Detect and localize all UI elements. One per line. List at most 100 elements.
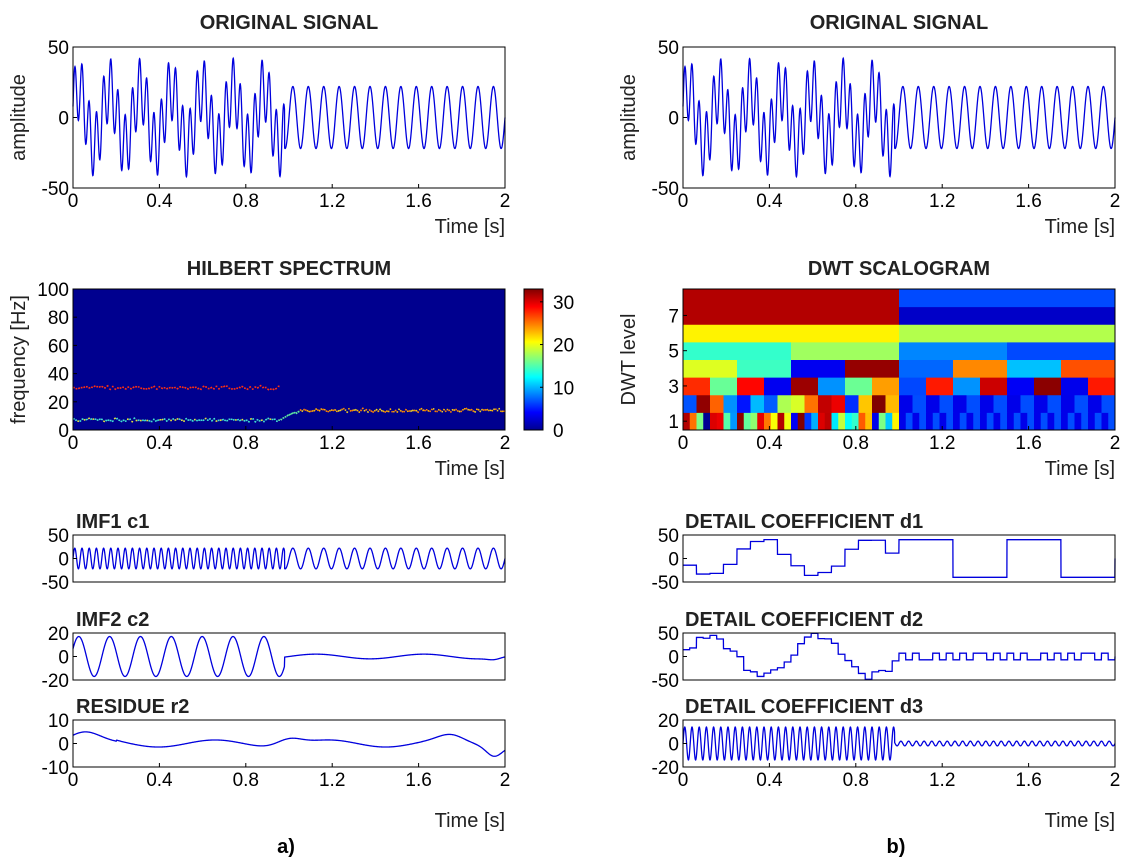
ridge-mark <box>332 409 335 412</box>
ridge-mark <box>339 409 342 412</box>
panel-label-a: a) <box>277 836 295 858</box>
x-tick-label: 0 <box>68 770 79 791</box>
scalogram-cell <box>845 412 853 431</box>
ridge-mark <box>212 387 216 390</box>
x-tick-label: 0.4 <box>756 770 783 791</box>
ridge-mark <box>83 418 86 421</box>
scalogram-cell <box>791 412 799 431</box>
y-tick-label: 0 <box>668 109 679 130</box>
ridge-mark <box>254 385 257 389</box>
x-tick-label: 1.2 <box>319 770 345 791</box>
scalogram-cell <box>818 377 846 396</box>
ridge-mark <box>486 408 489 411</box>
ridge-mark <box>191 419 194 423</box>
y-tick-label: -20 <box>652 758 679 779</box>
series-line <box>72 56 506 179</box>
colorbar-tick-label: 30 <box>553 293 574 314</box>
ridge-mark <box>380 409 383 412</box>
ridge-mark <box>156 419 160 422</box>
ridge-mark <box>93 385 96 388</box>
ridge-mark <box>160 387 164 390</box>
ridge-mark <box>396 410 399 414</box>
ridge-mark <box>404 408 408 411</box>
y-tick-label: 0 <box>58 109 69 130</box>
scalogram-cell <box>804 412 812 431</box>
ridge-mark <box>108 388 112 391</box>
chart-title: ORIGINAL SIGNAL <box>200 12 379 34</box>
ridge-mark <box>174 419 177 422</box>
ridge-mark <box>254 420 257 423</box>
x-axis-label: Time [s] <box>1045 458 1115 480</box>
scalogram-cell <box>1061 377 1089 396</box>
x-tick-label: 0.8 <box>843 433 869 454</box>
y-tick-label: 0 <box>58 648 69 669</box>
ridge-mark <box>377 410 380 413</box>
x-tick-label: 0 <box>678 191 689 212</box>
series-line <box>682 56 1116 179</box>
x-tick-label: 0 <box>68 433 79 454</box>
ridge-mark <box>166 387 169 390</box>
ridge-mark <box>301 409 304 413</box>
ridge-mark <box>333 408 337 412</box>
x-axis-label: Time [s] <box>435 216 505 238</box>
ridge-mark <box>122 419 125 422</box>
ridge-mark <box>113 417 117 420</box>
y-axis-label: amplitude <box>618 74 640 161</box>
scalogram-cell <box>1040 412 1048 431</box>
y-tick-label: -50 <box>42 179 69 200</box>
x-axis-label: Time [s] <box>435 810 505 832</box>
x-tick-label: 2 <box>500 191 511 212</box>
x-tick-label: 0.4 <box>146 433 173 454</box>
heatmap-background <box>73 289 505 430</box>
scalogram-cell <box>865 412 873 431</box>
ridge-mark <box>372 410 375 414</box>
scalogram-cell <box>1061 359 1116 378</box>
ridge-mark <box>103 386 107 389</box>
scalogram-cell <box>737 394 751 413</box>
ridge-mark <box>245 419 248 422</box>
scalogram-cell <box>764 377 792 396</box>
y-tick-label: 20 <box>48 393 69 414</box>
chart-a_residue: 0 0.4 0.8 1.2 1.6 2 10 0-10 RESIDUE r2 Time [s] <box>42 696 511 832</box>
x-tick-label: 1.6 <box>1015 433 1041 454</box>
scalogram-cell <box>683 289 900 308</box>
plot-frame <box>72 288 506 431</box>
series-line <box>683 632 1116 680</box>
scalogram-cell <box>932 412 940 431</box>
scalogram-cell <box>926 377 954 396</box>
scalogram-cell <box>1020 394 1035 413</box>
scalogram-cell <box>1094 412 1102 431</box>
ridge-mark <box>210 419 214 422</box>
scalogram-cell <box>710 412 718 431</box>
ridge-mark <box>409 409 413 413</box>
ridge-mark <box>358 411 361 414</box>
scalogram-cell <box>1074 412 1082 431</box>
y-tick-label: -50 <box>652 179 679 200</box>
ridge-mark <box>453 409 456 412</box>
ridge-mark <box>184 386 187 389</box>
x-tick-label: 0.4 <box>146 770 173 791</box>
scalogram-cell <box>777 394 792 413</box>
ridge-mark <box>171 386 174 389</box>
scalogram-cell <box>1108 412 1116 431</box>
scalogram-cell <box>723 412 731 431</box>
ridge-mark <box>292 411 296 414</box>
ridge-mark <box>321 408 325 411</box>
ridge-mark <box>365 408 368 411</box>
ridge-mark <box>202 419 205 422</box>
ridge-mark <box>101 385 104 388</box>
ridge-mark <box>142 387 145 390</box>
ridge-mark <box>284 415 287 418</box>
ridge-mark <box>106 384 109 388</box>
scalogram-cell <box>703 412 711 431</box>
chart-title: RESIDUE r2 <box>76 696 189 718</box>
scalogram-cell <box>696 412 704 431</box>
series-line <box>72 635 506 678</box>
scalogram-cell <box>1088 394 1102 413</box>
ridge-mark <box>294 411 298 415</box>
ridge-mark <box>382 410 385 413</box>
ridge-mark <box>422 409 425 412</box>
ridge-mark <box>243 419 246 422</box>
ridge-mark <box>465 407 468 410</box>
